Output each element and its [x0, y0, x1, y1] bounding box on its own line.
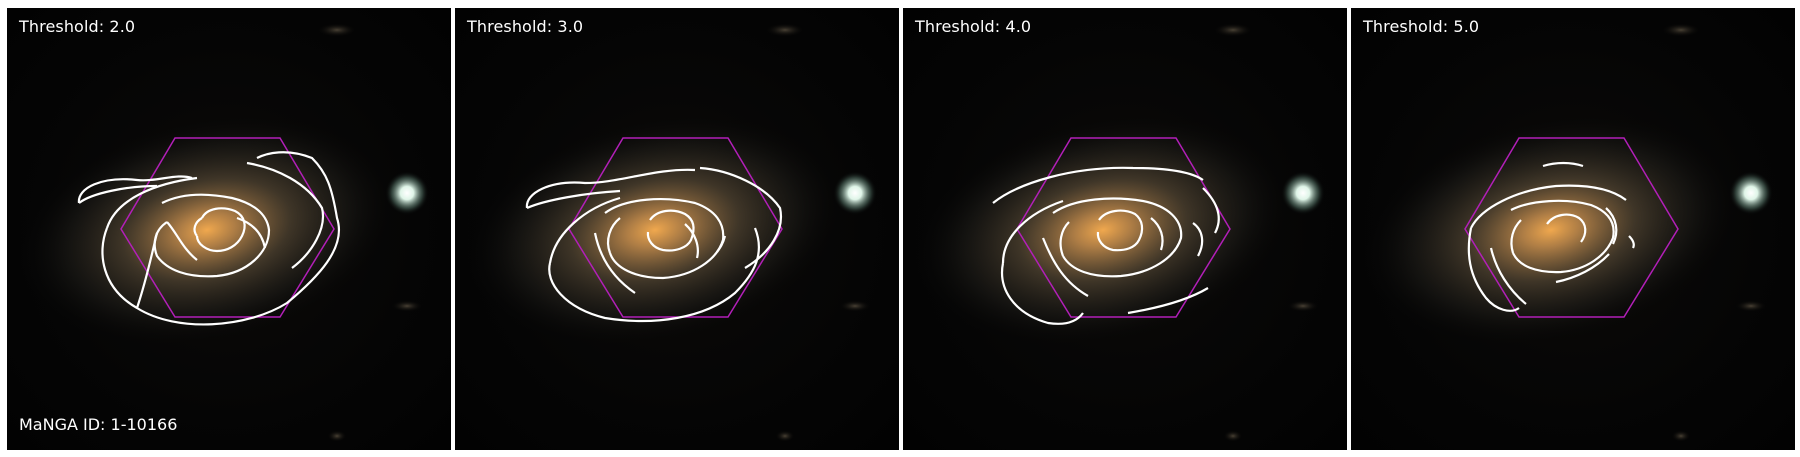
contour-lines — [525, 166, 783, 323]
star-icon — [385, 171, 429, 215]
panel-threshold-2: Threshold: 2.0 MaNGA ID: 1-10166 — [7, 8, 451, 450]
ifu-hexagon — [120, 137, 335, 318]
panel-title: Threshold: 5.0 — [1363, 17, 1480, 36]
faint-source — [839, 300, 871, 312]
faint-source — [391, 300, 423, 312]
panel-title: Threshold: 3.0 — [467, 17, 584, 36]
panel-title: Threshold: 2.0 — [19, 17, 136, 36]
faint-source — [1213, 23, 1253, 37]
panel-title: Threshold: 4.0 — [915, 17, 1032, 36]
galaxy-image — [1363, 23, 1773, 442]
faint-source — [775, 430, 795, 442]
star-icon — [833, 171, 877, 215]
faint-source — [327, 430, 347, 442]
faint-source — [1735, 300, 1767, 312]
faint-source — [317, 23, 357, 37]
panel-threshold-4: Threshold: 4.0 — [903, 8, 1347, 450]
galaxy-halo — [1363, 115, 1739, 345]
object-id-label: MaNGA ID: 1-10166 — [19, 415, 178, 434]
panel-threshold-5: Threshold: 5.0 — [1351, 8, 1795, 450]
galaxy-halo — [467, 115, 843, 345]
ifu-hexagon — [1464, 137, 1679, 318]
star-icon — [1281, 171, 1325, 215]
panel-threshold-3: Threshold: 3.0 — [455, 8, 899, 450]
faint-source — [1287, 300, 1319, 312]
galaxy-image — [19, 23, 429, 442]
faint-source — [1661, 23, 1701, 37]
galaxy-image — [467, 23, 877, 442]
contour-lines — [77, 151, 340, 326]
contour-lines — [1467, 161, 1635, 312]
star-icon — [1729, 171, 1773, 215]
galaxy-halo — [915, 115, 1291, 345]
contour-lines — [992, 166, 1220, 325]
faint-source — [1671, 430, 1691, 442]
galaxy-image — [915, 23, 1325, 442]
galaxy-halo — [19, 115, 395, 345]
faint-source — [1223, 430, 1243, 442]
faint-source — [765, 23, 805, 37]
